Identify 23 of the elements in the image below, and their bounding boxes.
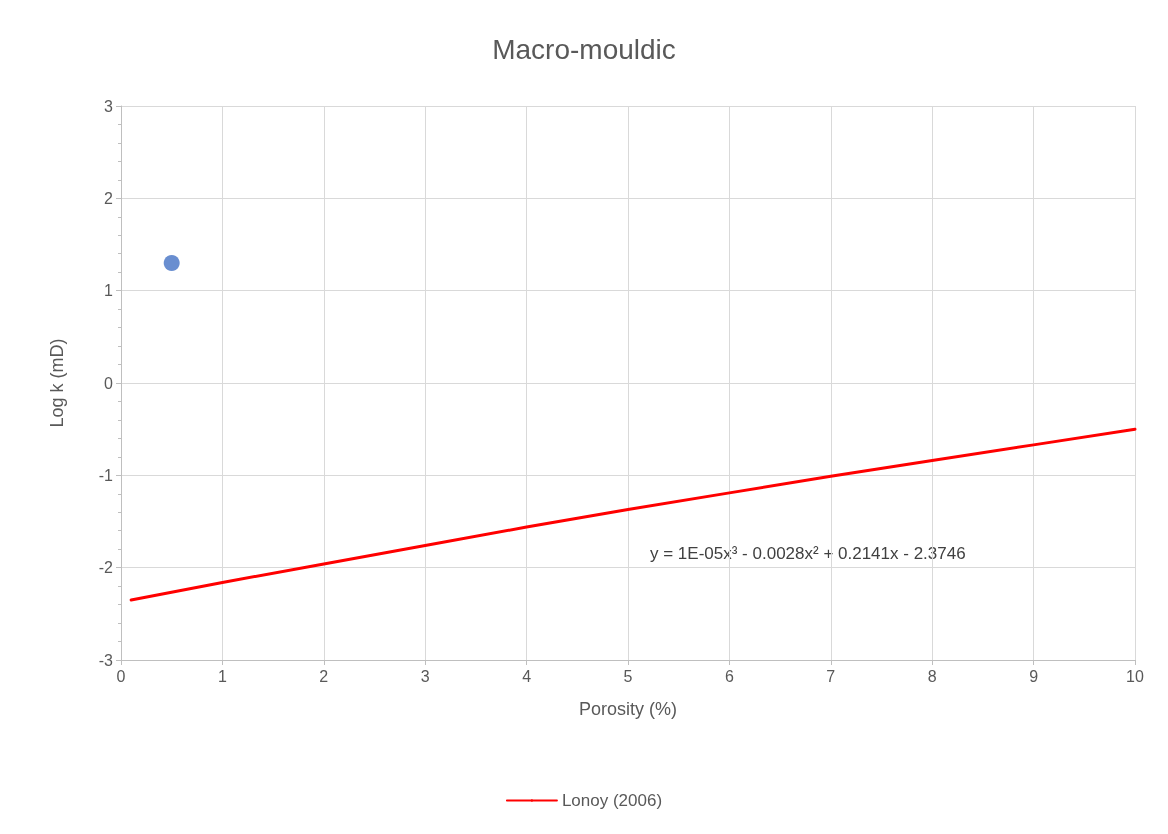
legend-label: Lonoy (2006) [561, 791, 663, 810]
x-tick-label: 5 [623, 667, 633, 685]
x-tick-label: 6 [724, 667, 734, 685]
y-tick-label: 0 [104, 374, 114, 392]
x-tick-label: 1 [217, 667, 227, 685]
y-axis-title: Log k (mD) [47, 338, 67, 428]
x-tick-label: 3 [420, 667, 430, 685]
y-tick-label: 1 [104, 282, 114, 300]
x-tick-label: 2 [319, 667, 329, 685]
y-tick-label: 3 [104, 97, 114, 115]
x-tick-label: 0 [116, 667, 126, 685]
y-tick-label: -1 [98, 466, 114, 484]
y-tick-label: 2 [104, 189, 114, 207]
line-series [129, 427, 1137, 602]
x-tick-label: 9 [1029, 667, 1039, 685]
x-tick-label: 7 [826, 667, 836, 685]
chart-title: Macro-mouldic [492, 33, 676, 65]
y-tick-label: -3 [98, 651, 114, 669]
x-axis-title: Porosity (%) [578, 699, 678, 719]
x-tick-label: 8 [927, 667, 937, 685]
x-tick-label: 10 [1126, 667, 1144, 685]
x-tick-label: 4 [522, 667, 532, 685]
y-tick-label: -2 [98, 559, 114, 577]
